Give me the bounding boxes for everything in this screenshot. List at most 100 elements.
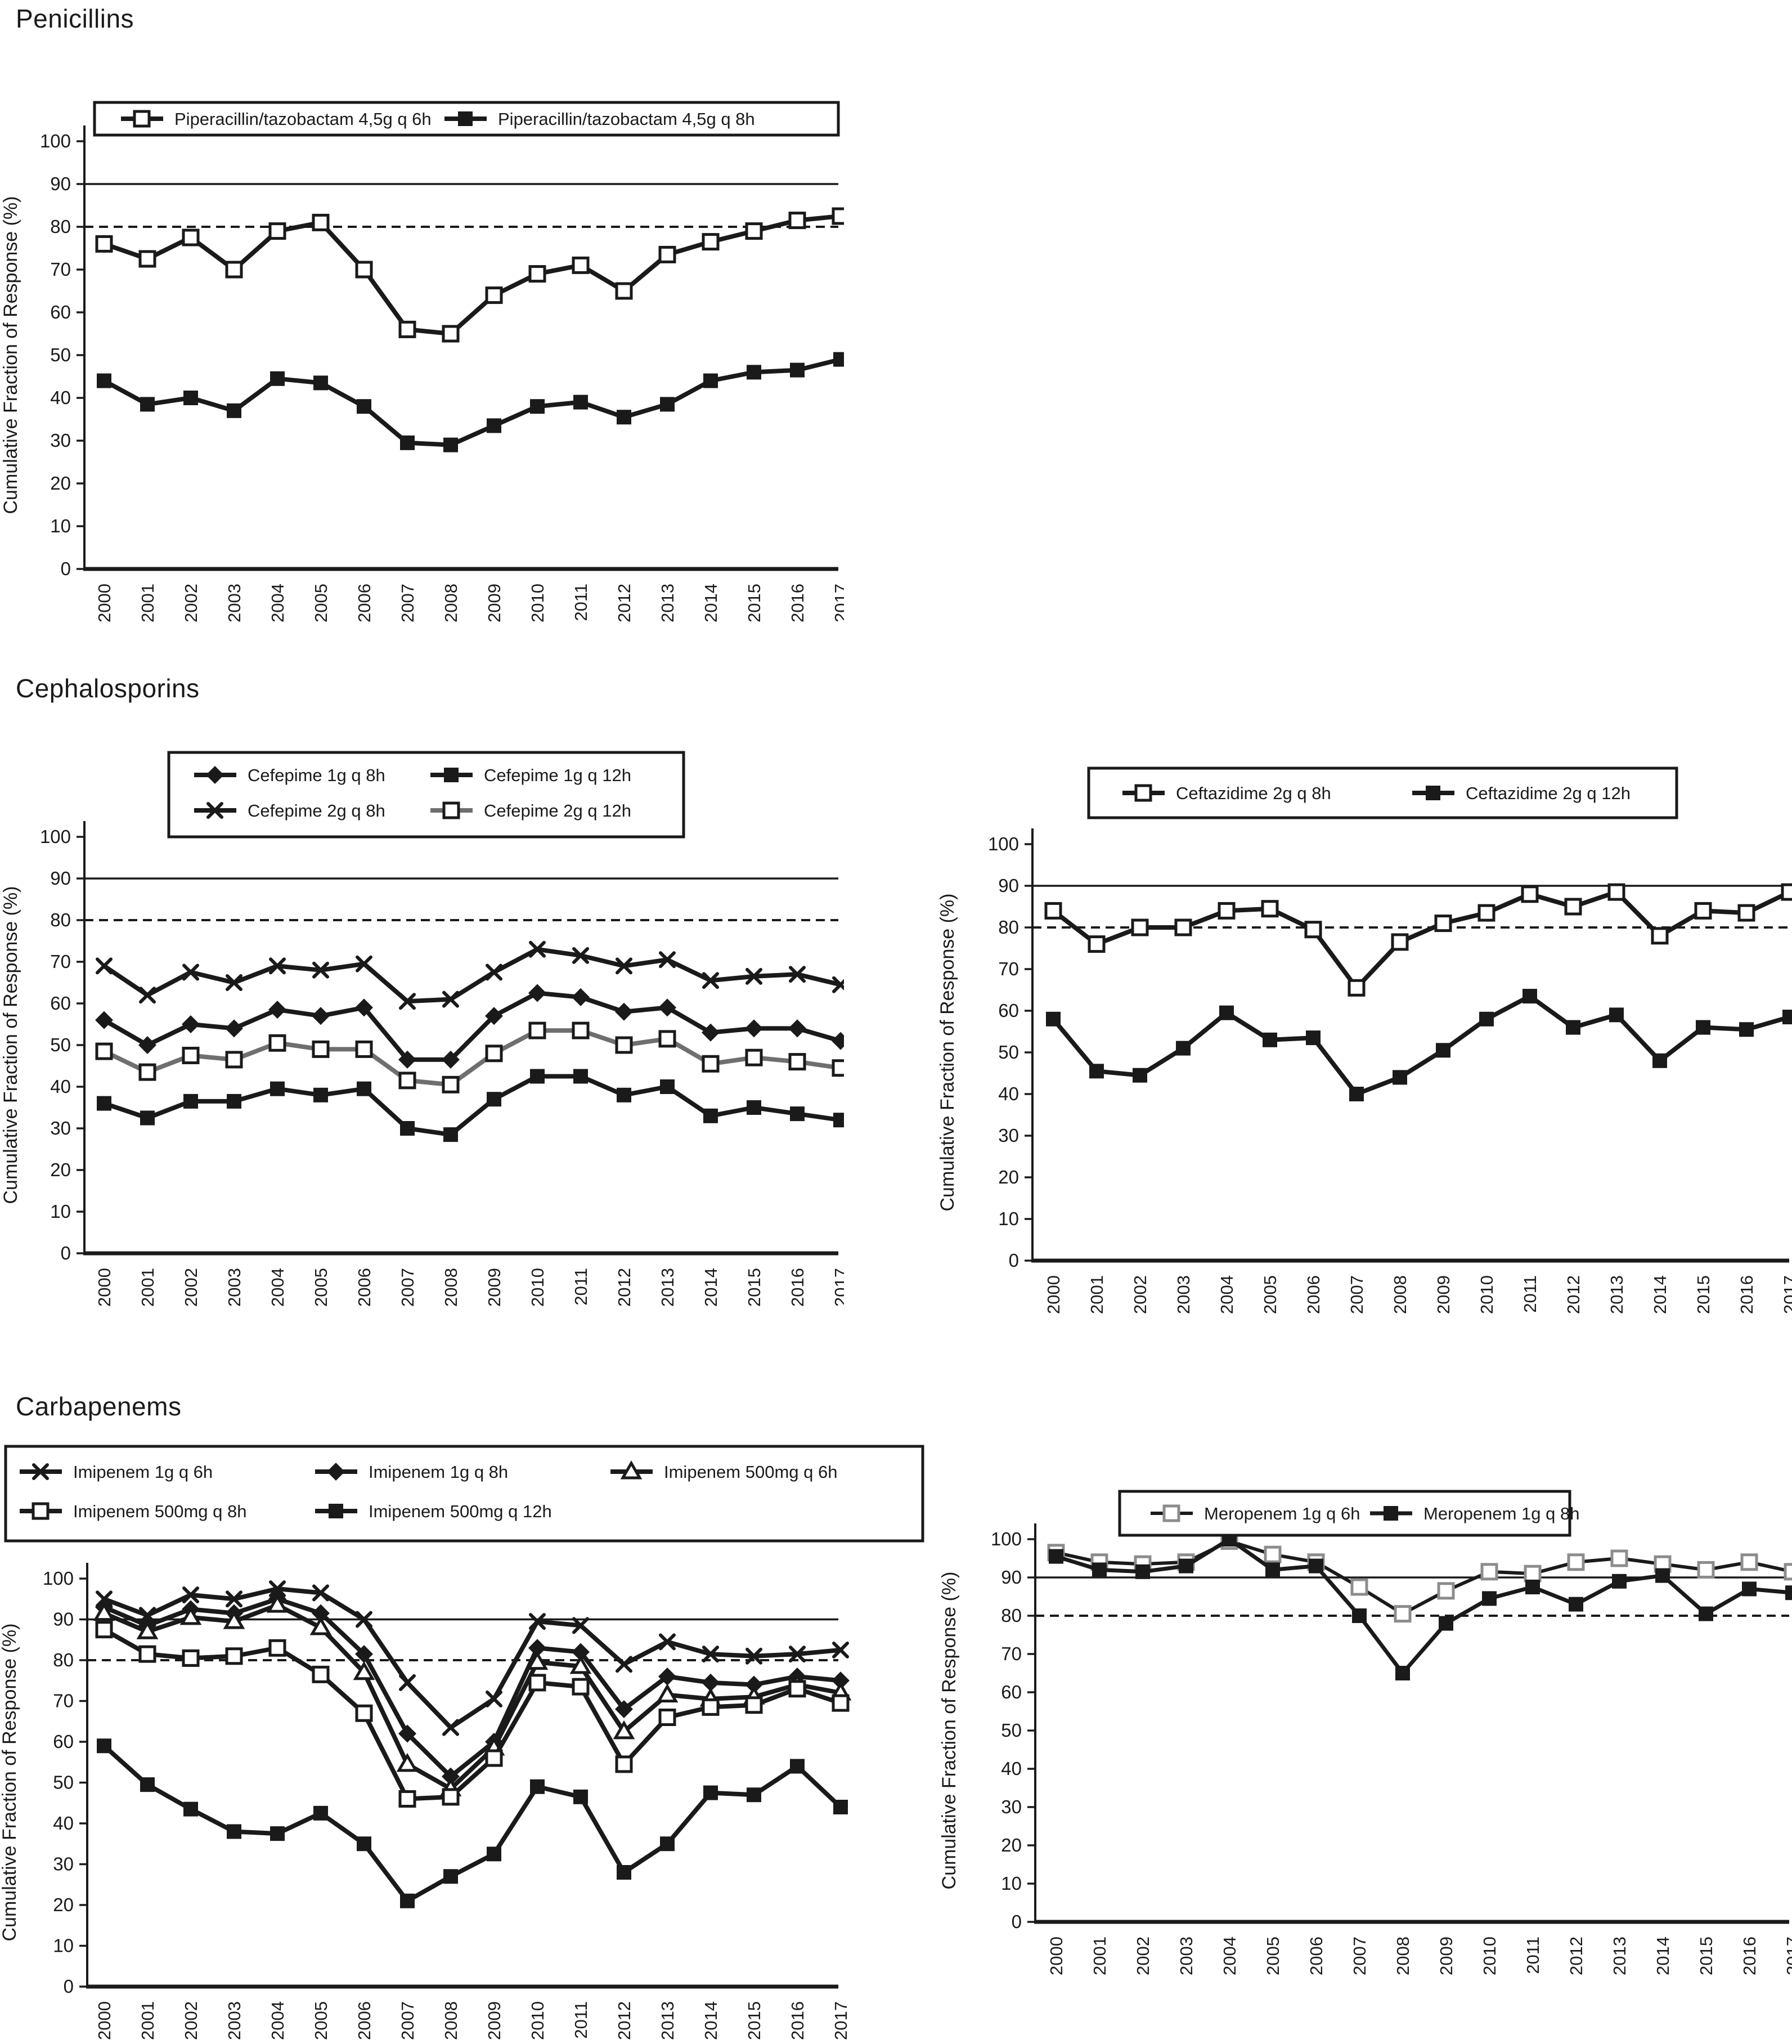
x-tick-label: 2008 xyxy=(441,584,461,622)
chart-cefepime: 0 10 20 30 40 50 60 70 80 90 100 2000 2001 2002 2003 20… xyxy=(0,740,844,1356)
legend-label: Ceftazidime 2g q 8h xyxy=(1176,783,1331,803)
x-tick-label: 2005 xyxy=(311,1268,331,1307)
open-square-marker xyxy=(442,801,460,819)
filled-square-marker xyxy=(329,1504,343,1518)
y-tick-label: 100 xyxy=(43,1568,74,1589)
filled-diamond-marker xyxy=(138,1036,156,1054)
filled-square-marker xyxy=(790,1106,805,1122)
series-1 xyxy=(97,352,844,452)
open-square-marker xyxy=(442,325,460,343)
filled-square-marker xyxy=(1219,1005,1234,1020)
y-tick-label: 40 xyxy=(1001,1758,1022,1779)
filled-square-marker xyxy=(1525,1580,1540,1594)
x-axis: 2000 2001 2002 2003 2004 2005 2006 2007 2008 2009… xyxy=(86,1984,851,2040)
x-tick-label: 2001 xyxy=(138,2001,158,2040)
y-axis-title: Cumulative Fraction of Response (%) xyxy=(0,886,21,1204)
y-tick-label: 70 xyxy=(53,1691,74,1711)
x-tick-label: 2006 xyxy=(1304,1275,1323,1314)
open-square-marker xyxy=(1391,933,1409,951)
x-tick-label: 2001 xyxy=(1090,1937,1110,1975)
filled-square-marker xyxy=(227,403,241,418)
filled-diamond-marker xyxy=(442,1767,460,1786)
x-marker xyxy=(442,1719,459,1736)
filled-diamond-marker xyxy=(268,1001,286,1019)
filled-square-marker xyxy=(227,1824,241,1839)
y-tick-label: 100 xyxy=(991,1528,1022,1549)
legend-item: Piperacillin/tazobactam 4,5g q 6h xyxy=(121,109,432,129)
y-tick-label: 80 xyxy=(998,917,1019,938)
legend-label: Imipenem 500mg q 12h xyxy=(369,1501,552,1521)
filled-square-marker xyxy=(313,1087,328,1102)
x-tick-label: 2017 xyxy=(831,2001,851,2040)
series-4 xyxy=(97,1738,848,1908)
filled-diamond-marker xyxy=(398,1724,416,1743)
filled-square-marker xyxy=(1655,1568,1670,1583)
series-2 xyxy=(93,1594,852,1796)
y-tick-label: 80 xyxy=(50,909,71,930)
x-axis: 2000 2001 2002 2003 2004 2005 2006 2007 2008 2009… xyxy=(1031,1258,1792,1314)
y-tick-label: 10 xyxy=(50,516,71,536)
open-square-marker xyxy=(398,1072,416,1090)
filled-square-marker xyxy=(400,435,415,450)
filled-square-marker xyxy=(443,1127,458,1142)
x-tick-label: 2017 xyxy=(831,584,844,622)
x-marker xyxy=(832,976,844,993)
open-square-marker xyxy=(745,1696,763,1714)
y-axis-title: Cumulative Fraction of Response (%) xyxy=(938,1571,960,1889)
x-tick-label: 2002 xyxy=(181,2001,201,2040)
open-square-marker xyxy=(1610,1549,1628,1567)
open-square-marker xyxy=(182,1649,200,1667)
y-tick-label: 60 xyxy=(50,993,71,1014)
x-tick-label: 2013 xyxy=(658,584,677,622)
filled-square-marker xyxy=(458,111,473,126)
y-axis-title: Cumulative Fraction of Response (%) xyxy=(0,196,21,514)
open-square-marker xyxy=(572,1021,590,1039)
legend-item: Imipenem 500mg q 8h xyxy=(20,1501,246,1521)
y-axis-title: Cumulative Fraction of Response (%) xyxy=(937,893,958,1211)
series-0 xyxy=(95,207,844,343)
filled-diamond-marker xyxy=(832,1671,850,1690)
filled-square-marker xyxy=(573,1069,588,1084)
open-square-marker xyxy=(1174,918,1192,936)
filled-diamond-marker xyxy=(572,1643,590,1661)
x-tick-label: 2005 xyxy=(1260,1275,1280,1314)
open-square-marker xyxy=(702,1055,720,1073)
open-square-marker xyxy=(1694,902,1712,920)
filled-diamond-marker xyxy=(327,1463,345,1481)
x-marker xyxy=(226,1590,242,1608)
y-tick-label: 80 xyxy=(53,1649,74,1670)
y-tick-label: 10 xyxy=(53,1935,74,1956)
filled-square-marker xyxy=(1349,1087,1364,1101)
filled-square-marker xyxy=(183,1801,198,1817)
filled-square-marker xyxy=(140,1110,155,1126)
x-tick-label: 2008 xyxy=(441,1268,461,1307)
x-tick-label: 2010 xyxy=(528,1268,547,1307)
filled-square-marker xyxy=(1384,1506,1398,1521)
x-tick-label: 2014 xyxy=(701,1268,721,1307)
x-tick-label: 2010 xyxy=(1477,1275,1497,1314)
x-tick-label: 2005 xyxy=(1263,1937,1283,1975)
y-tick-label: 0 xyxy=(61,1243,71,1263)
open-triangle-marker xyxy=(136,1620,159,1639)
x-tick-label: 2013 xyxy=(658,2001,677,2040)
open-square-marker xyxy=(95,1621,113,1639)
open-triangle-marker xyxy=(526,1651,549,1670)
open-square-marker xyxy=(312,1040,330,1058)
series-1 xyxy=(97,1069,844,1142)
section-title-penicillins: Penicillins xyxy=(16,4,134,33)
open-square-marker xyxy=(138,1645,156,1663)
x-marker xyxy=(182,963,199,981)
x-tick-label: 2002 xyxy=(1133,1937,1153,1975)
x-tick-label: 2015 xyxy=(744,2001,764,2040)
x-tick-label: 2000 xyxy=(95,584,114,622)
x-marker xyxy=(745,1647,762,1665)
legend-item: Imipenem 1g q 6h xyxy=(20,1462,213,1482)
filled-square-marker xyxy=(660,1079,675,1094)
x-tick-label: 2010 xyxy=(1480,1937,1499,1975)
legend-item: Meropenem 1g q 6h xyxy=(1151,1504,1360,1523)
open-triangle-marker xyxy=(569,1655,592,1674)
x-marker xyxy=(659,1633,676,1651)
y-tick-label: 20 xyxy=(53,1894,74,1915)
open-square-marker xyxy=(702,233,720,251)
